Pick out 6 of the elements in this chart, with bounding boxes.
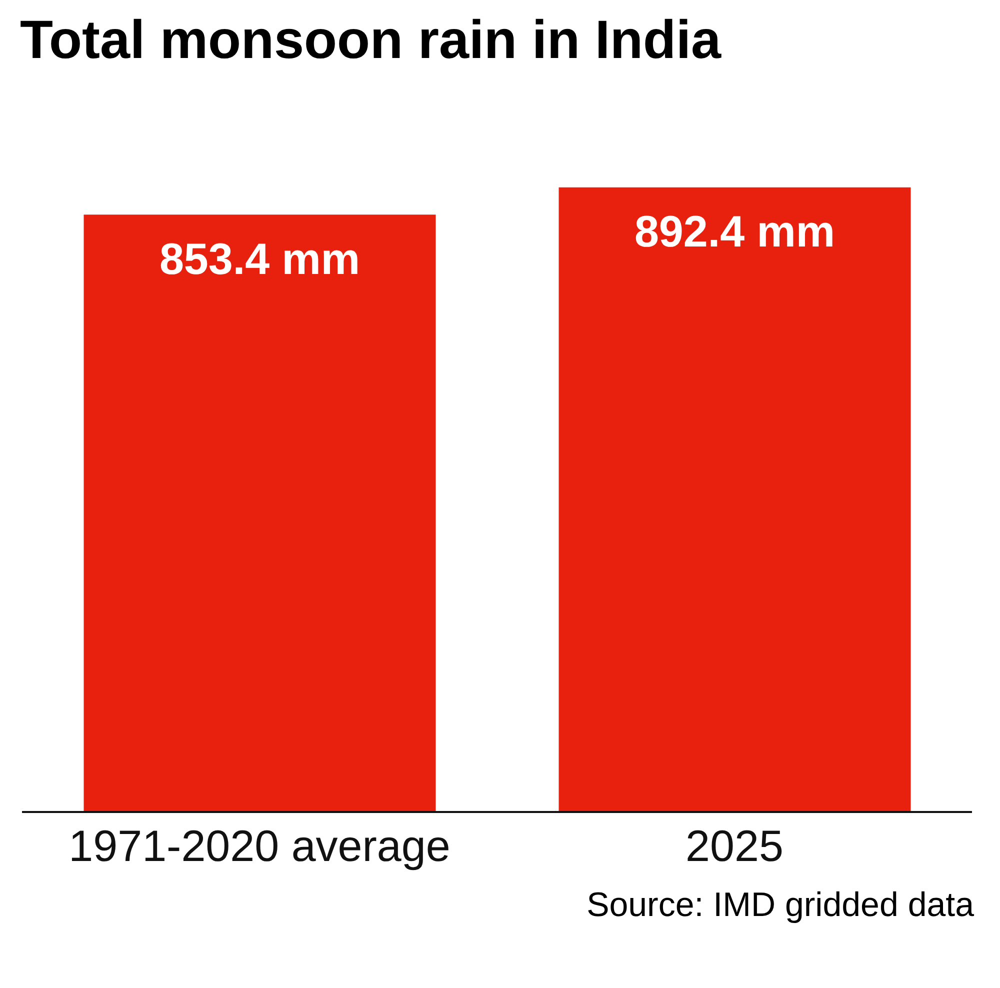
x-tick-label: 2025	[686, 822, 784, 872]
x-tick-label: 1971-2020 average	[68, 822, 450, 872]
source-note: Source: IMD gridded data	[586, 886, 974, 925]
chart-title: Total monsoon rain in India	[20, 9, 722, 72]
data-label: 892.4 mm	[634, 208, 836, 257]
data-label: 853.4 mm	[159, 234, 360, 284]
